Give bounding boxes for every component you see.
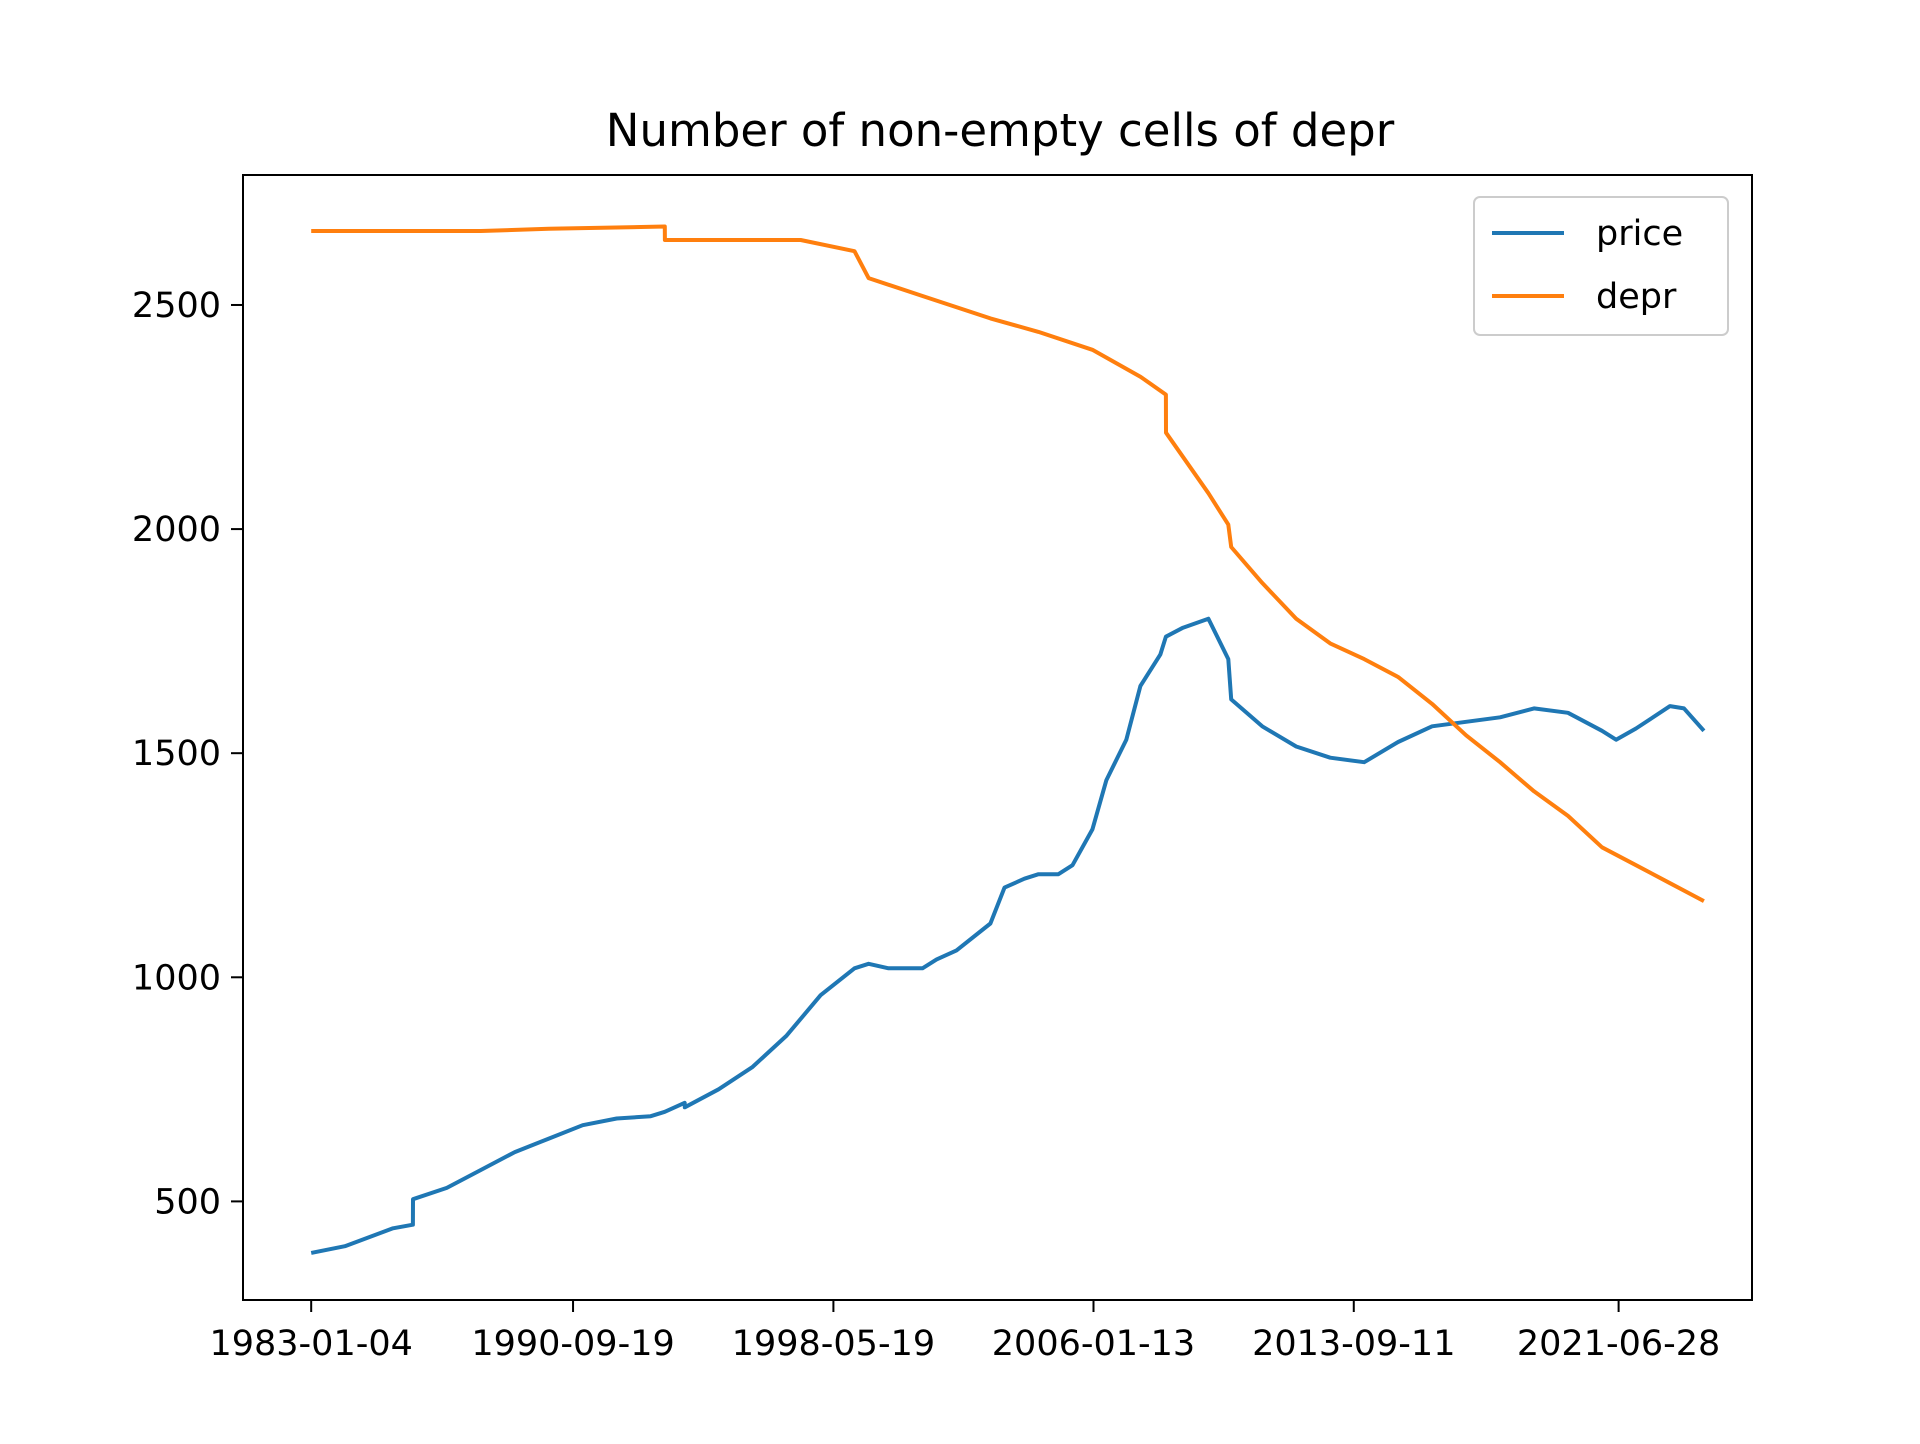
- x-tick-label: 1990-09-19: [471, 1324, 674, 1364]
- x-tick-label: 1983-01-04: [209, 1324, 412, 1364]
- series-line-depr: [311, 224, 1705, 903]
- legend-label: depr: [1596, 277, 1677, 317]
- y-axis: 500 1000 1500 2000 2500: [132, 286, 243, 1222]
- y-tick-label: 2500: [132, 286, 221, 326]
- x-tick-label: 2021-06-28: [1517, 1324, 1720, 1364]
- chart-title: Number of non-empty cells of depr: [606, 104, 1395, 157]
- y-tick-label: 1000: [132, 958, 221, 998]
- plot-area: [242, 174, 1753, 1301]
- plot-frame: [242, 174, 1753, 1301]
- y-tick-label: 1500: [132, 734, 221, 774]
- x-tick-label: 2006-01-13: [992, 1324, 1195, 1364]
- x-tick-label: 2013-09-11: [1252, 1324, 1455, 1364]
- legend: price depr: [1473, 196, 1729, 336]
- y-tick-label: 500: [154, 1182, 221, 1222]
- series-layer: [310, 224, 1706, 1255]
- y-tick-label: 2000: [132, 510, 221, 550]
- x-axis: 1983-01-04 1990-09-19 1998-05-19 2006-01-13…: [209, 1300, 1720, 1364]
- legend-label: price: [1596, 214, 1683, 254]
- x-tick-label: 1998-05-19: [732, 1324, 935, 1364]
